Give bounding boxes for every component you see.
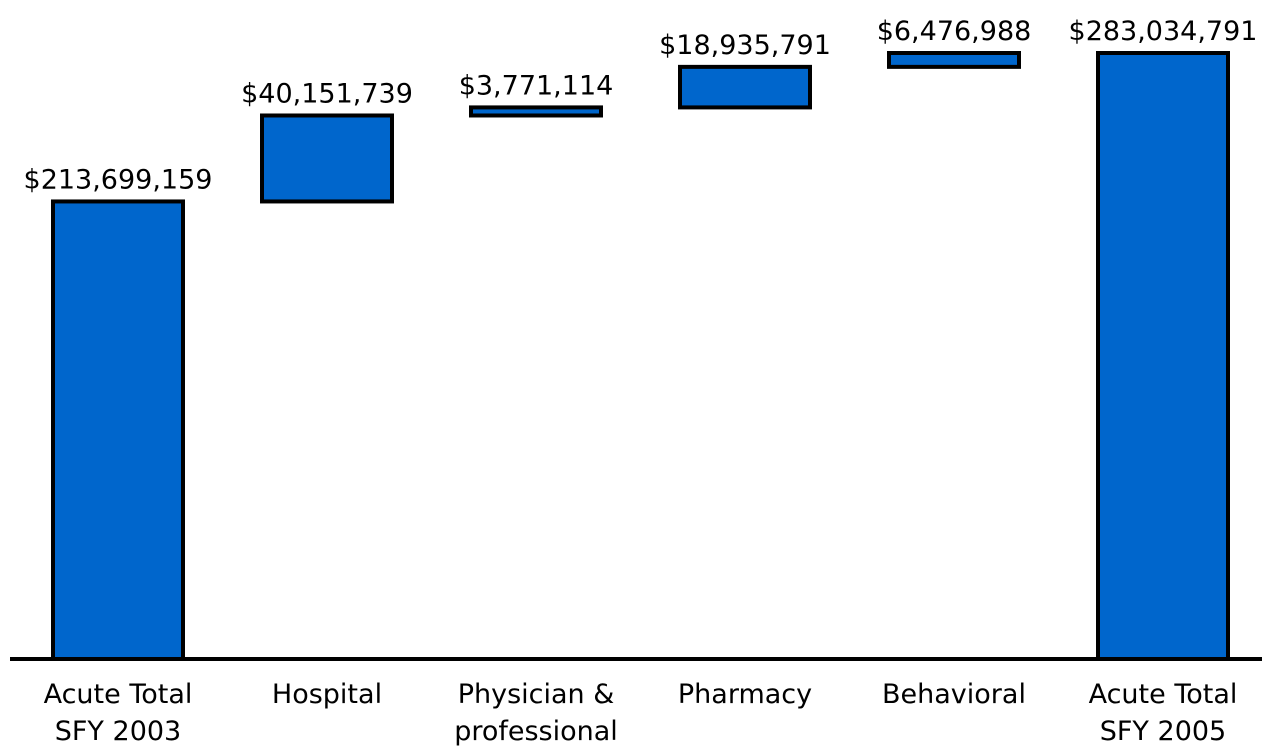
bar-2 <box>469 105 603 118</box>
category-label-5-line-0: Acute Total <box>1089 679 1238 710</box>
value-label-5: $283,034,791 <box>1069 16 1258 47</box>
category-label-5-line-1: SFY 2005 <box>1100 716 1226 747</box>
category-label-0-line-0: Acute Total <box>44 679 193 710</box>
category-label-2: Physician & professional <box>454 679 618 747</box>
category-label-0-line-1: SFY 2003 <box>55 716 181 747</box>
category-label-2-line-0: Physician & <box>458 679 615 710</box>
value-label-2: $3,771,114 <box>459 70 614 101</box>
bar-1 <box>260 113 394 204</box>
category-label-3-line-0: Pharmacy <box>678 679 812 710</box>
category-label-4-line-0: Behavioral <box>882 679 1026 710</box>
category-label-2-line-1: professional <box>454 716 618 747</box>
value-labels-layer: $213,699,159 $40,151,739 $3,771,114 $18,935… <box>24 16 1258 195</box>
bar-4 <box>887 51 1021 69</box>
bar-0 <box>51 199 185 662</box>
category-label-4: Behavioral <box>882 679 1026 710</box>
value-label-1: $40,151,739 <box>241 78 413 109</box>
category-label-3: Pharmacy <box>678 679 812 710</box>
bars-layer <box>51 51 1230 662</box>
category-label-5: Acute Total SFY 2005 <box>1089 679 1238 747</box>
value-label-3: $18,935,791 <box>659 30 831 61</box>
category-labels-layer: Acute Total SFY 2003 Hospital Physician & pr… <box>44 679 1238 747</box>
bar-3 <box>678 64 812 110</box>
category-label-1-line-0: Hospital <box>272 679 382 710</box>
bar-5 <box>1096 51 1230 661</box>
value-label-4: $6,476,988 <box>877 16 1032 47</box>
category-label-0: Acute Total SFY 2003 <box>44 679 193 747</box>
value-label-0: $213,699,159 <box>24 164 213 195</box>
category-label-1: Hospital <box>272 679 382 710</box>
